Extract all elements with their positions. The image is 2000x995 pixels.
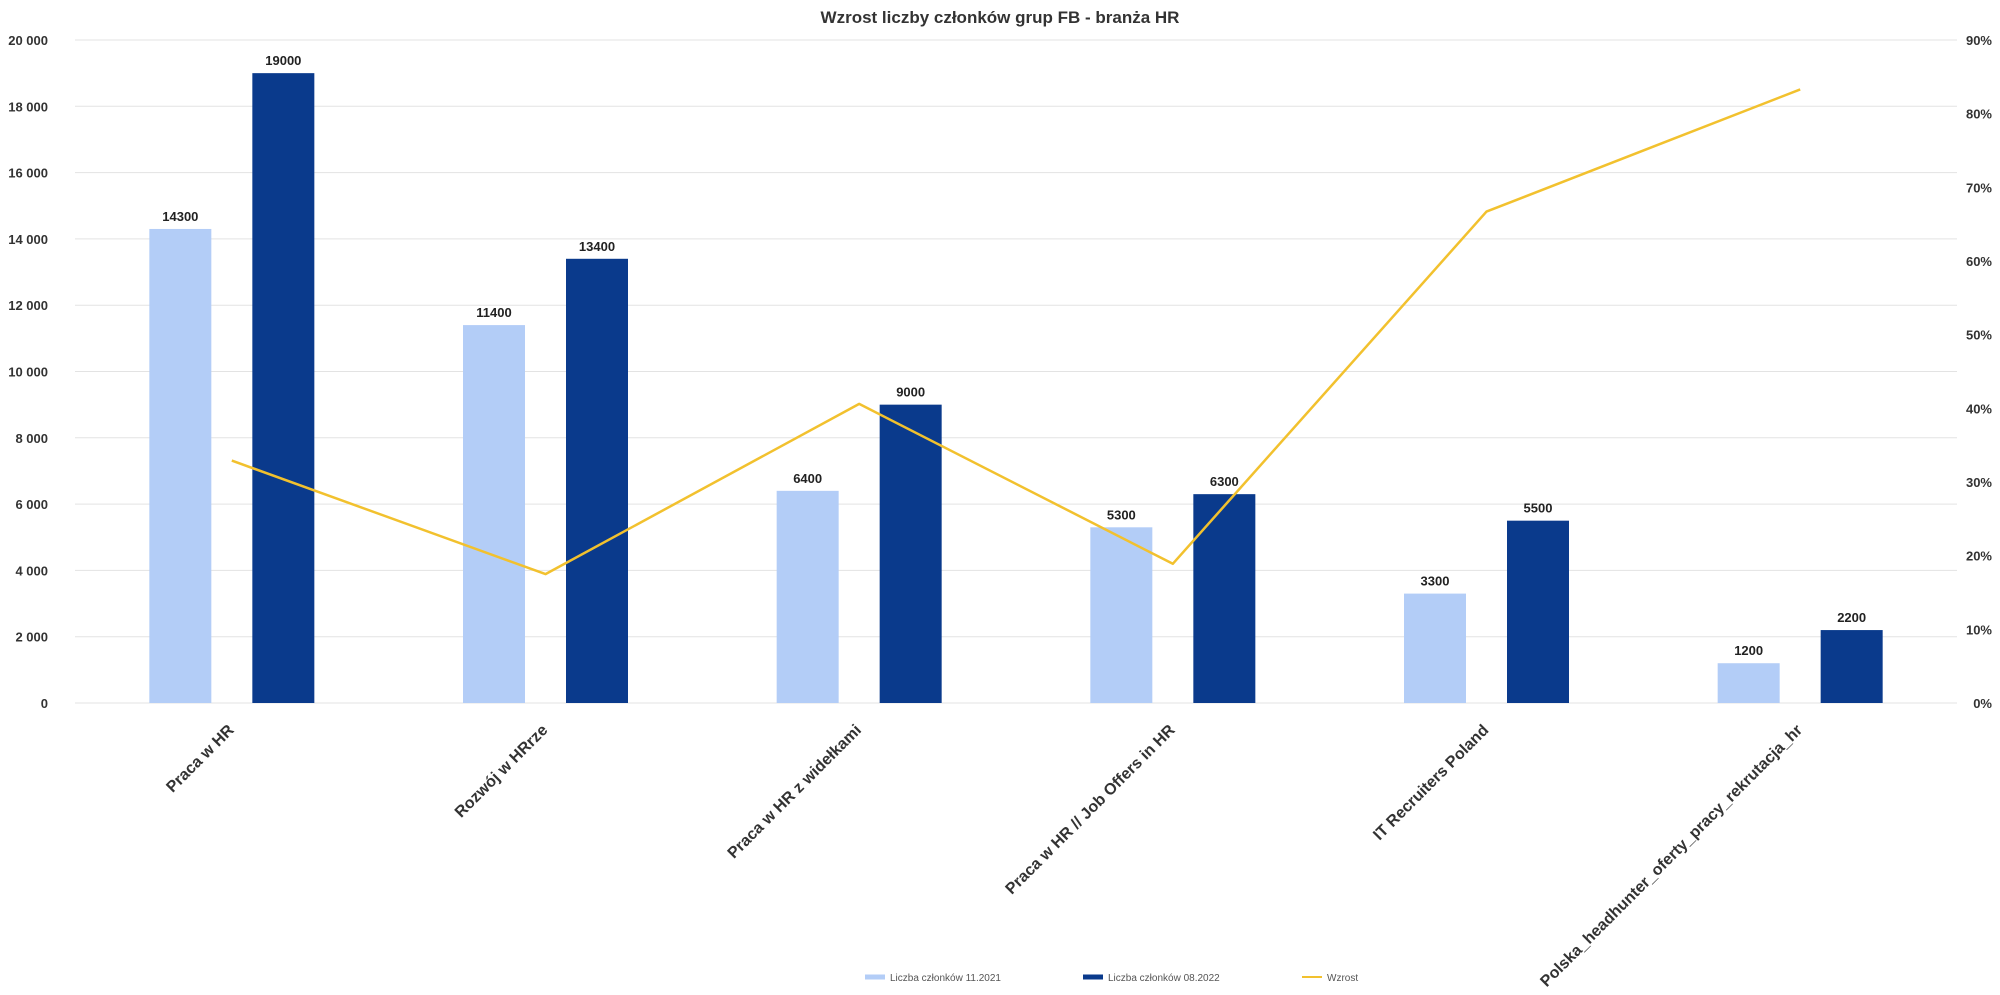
data-label: 6300 bbox=[1210, 474, 1239, 489]
data-label: 11400 bbox=[476, 305, 511, 320]
x-tick-label: Praca w HR bbox=[163, 721, 238, 796]
bar bbox=[1090, 527, 1153, 703]
y-tick-label-left: 0 bbox=[41, 696, 48, 711]
y-tick-label-left: 4 000 bbox=[15, 563, 48, 578]
y-tick-label-right: 50% bbox=[1966, 328, 1992, 343]
data-label: 6400 bbox=[793, 471, 822, 486]
y-tick-label-left: 16 000 bbox=[8, 166, 48, 181]
x-tick-label: Praca w HR // Job Offers in HR bbox=[1003, 721, 1179, 897]
x-tick-label: Rozwój w HRrze bbox=[452, 722, 551, 821]
y-tick-label-right: 0% bbox=[1973, 696, 1992, 711]
y-tick-label-right: 20% bbox=[1966, 549, 1992, 564]
data-label: 19000 bbox=[265, 53, 301, 68]
x-tick-label: IT Recruiters Poland bbox=[1370, 722, 1492, 844]
data-label: 5300 bbox=[1107, 507, 1136, 522]
y-tick-label-right: 30% bbox=[1966, 475, 1992, 490]
bar bbox=[252, 73, 315, 703]
data-label: 3300 bbox=[1421, 574, 1450, 589]
data-label: 13400 bbox=[579, 239, 615, 254]
y-tick-label-left: 10 000 bbox=[8, 365, 48, 380]
bar bbox=[463, 325, 525, 703]
y-tick-label-right: 80% bbox=[1966, 107, 1992, 122]
legend-label: Wzrost bbox=[1327, 973, 1358, 984]
y-tick-label-left: 20 000 bbox=[8, 33, 48, 48]
data-label: 2200 bbox=[1837, 610, 1866, 625]
x-axis-categories: Praca w HR Rozwój w HRrze Praca w HR z wid… bbox=[163, 721, 1806, 990]
y-tick-label-right: 40% bbox=[1966, 401, 1992, 416]
bar bbox=[1507, 520, 1569, 703]
line-series bbox=[231, 88, 1801, 576]
series-line bbox=[231, 88, 1801, 576]
bar bbox=[149, 228, 212, 703]
y-tick-label-left: 2 000 bbox=[15, 630, 48, 645]
bar bbox=[1717, 663, 1780, 703]
legend: Liczba członków 11.2021 Liczba członków 0… bbox=[865, 973, 1358, 984]
legend-label: Liczba członków 11.2021 bbox=[890, 973, 1001, 984]
y-tick-label-left: 18 000 bbox=[8, 99, 48, 114]
y-tick-label-right: 90% bbox=[1966, 33, 1992, 48]
data-labels: 14300 19000 11400 13400 6400 9000 5300 6300 3300… bbox=[162, 53, 1866, 658]
legend-label: Liczba członków 08.2022 bbox=[1108, 973, 1220, 984]
bar-series bbox=[149, 73, 1883, 703]
y-tick-label-left: 8 000 bbox=[15, 431, 48, 446]
y-tick-label-right: 70% bbox=[1966, 180, 1992, 195]
bar bbox=[1820, 630, 1883, 703]
bar bbox=[879, 404, 942, 703]
data-label: 5500 bbox=[1524, 501, 1553, 516]
bar bbox=[1404, 593, 1466, 703]
y-axis-right: 0% 10% 20% 30% 40% 50% 60% 70% 80% 90% bbox=[1966, 33, 1992, 711]
y-tick-label-left: 12 000 bbox=[8, 298, 48, 313]
bar bbox=[776, 490, 839, 703]
y-tick-label-right: 10% bbox=[1966, 622, 1992, 637]
data-label: 1200 bbox=[1734, 643, 1763, 658]
data-label: 9000 bbox=[896, 385, 925, 400]
y-axis-left: 0 2 000 4 000 6 000 8 000 10 000 12 000 14 000 1… bbox=[8, 33, 48, 711]
chart-title: Wzrost liczby członków grup FB - branża … bbox=[821, 8, 1180, 27]
bar bbox=[566, 258, 628, 703]
y-tick-label-right: 60% bbox=[1966, 254, 1992, 269]
data-label: 14300 bbox=[162, 209, 198, 224]
y-tick-label-left: 6 000 bbox=[15, 497, 48, 512]
x-tick-label: Praca w HR z widełkami bbox=[725, 722, 865, 862]
y-tick-label-left: 14 000 bbox=[8, 232, 48, 247]
bar bbox=[1193, 494, 1256, 703]
grid-lines bbox=[75, 39, 1957, 704]
x-tick-label: Polska_headhunter_oferty_pracy_rekrutacj… bbox=[1537, 722, 1806, 991]
